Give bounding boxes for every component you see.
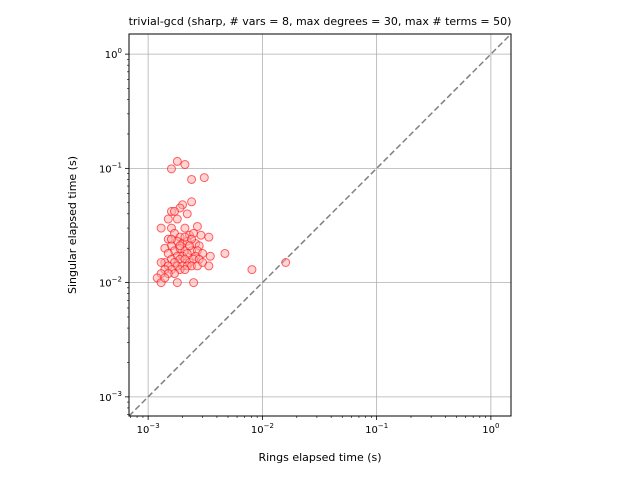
data-point: [220, 248, 230, 258]
data-point: [189, 278, 199, 288]
data-point: [247, 265, 257, 275]
data-point: [187, 197, 197, 207]
diagonal-reference: [128, 33, 512, 417]
data-point: [187, 174, 197, 184]
data-point: [199, 173, 209, 183]
data-point: [205, 251, 215, 261]
data-point: [204, 232, 214, 242]
plot-frame: [128, 33, 512, 417]
data-points: [152, 156, 291, 288]
data-point: [166, 164, 176, 174]
x-tick-label: 10−3: [137, 422, 160, 436]
data-point: [281, 257, 291, 267]
axis-ticks: 10−3 10−2 10−1 100 10−3 10−2 10−1 100: [99, 47, 500, 436]
y-axis-label: Singular elapsed time (s): [66, 156, 79, 294]
data-point: [192, 221, 202, 231]
chart-title: trivial-gcd (sharp, # vars = 8, max degr…: [129, 15, 512, 28]
data-point: [184, 241, 194, 251]
data-point: [204, 261, 214, 271]
data-point: [166, 234, 176, 244]
x-tick-label: 100: [482, 422, 499, 436]
data-point: [172, 214, 182, 224]
y-tick-label: 10−1: [99, 161, 122, 175]
y-tick-label: 10−3: [99, 390, 122, 404]
data-point: [182, 209, 192, 219]
x-tick-label: 10−2: [251, 422, 274, 436]
data-point: [163, 214, 173, 224]
data-point: [172, 156, 182, 166]
data-point: [175, 241, 185, 251]
data-point: [160, 273, 170, 283]
data-point: [169, 206, 179, 216]
y-equals-x-line: [128, 33, 512, 417]
y-tick-label: 100: [105, 47, 122, 61]
data-point: [172, 278, 182, 288]
data-point: [180, 223, 190, 233]
x-tick-label: 10−1: [365, 422, 388, 436]
x-axis-label: Rings elapsed time (s): [258, 451, 381, 464]
data-point: [180, 265, 190, 275]
y-tick-label: 10−2: [99, 276, 122, 290]
data-point: [180, 160, 190, 170]
data-point: [196, 230, 206, 240]
data-point: [156, 257, 166, 267]
data-point: [156, 223, 166, 233]
